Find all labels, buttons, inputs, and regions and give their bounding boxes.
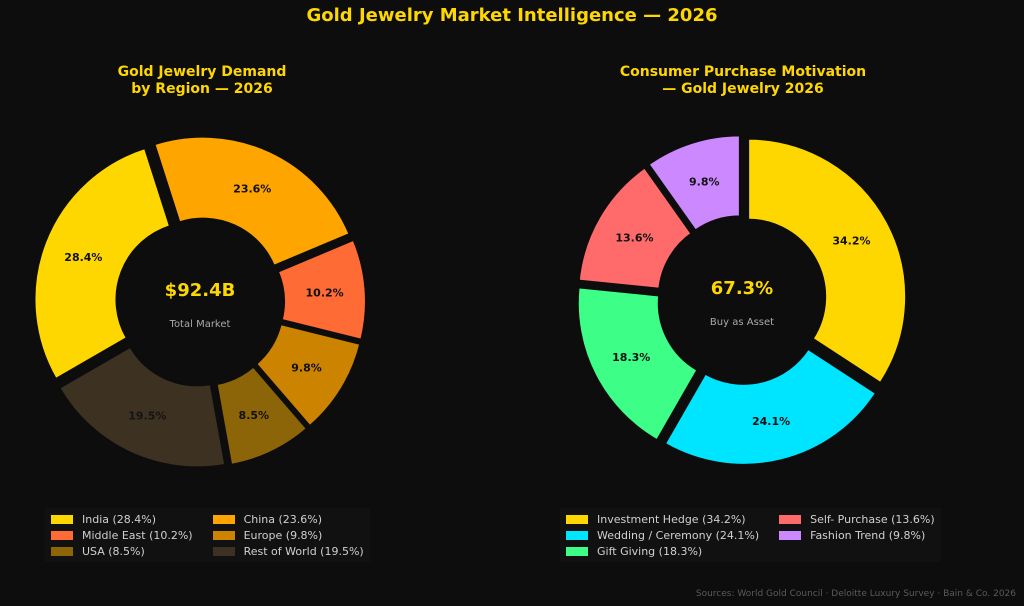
legend-swatch (212, 530, 235, 540)
legend-swatch (212, 514, 235, 524)
motivation-chart-title: Consumer Purchase Motivation — Gold Jewe… (619, 64, 867, 97)
legend-label: Middle East (10.2%) (82, 528, 193, 542)
region-legend: India (28.4%) China (23.6%) Middle East (1… (45, 508, 370, 562)
motivation-legend-item-gift-giving: Gift Giving (18.3%) (566, 543, 759, 559)
motivation-center-label: Buy as Asset (710, 317, 774, 328)
legend-swatch (566, 514, 588, 524)
motivation-slice-self-purchase (577, 166, 693, 290)
legend-swatch (566, 530, 588, 540)
legend-label: Investment Hedge (34.2%) (597, 512, 746, 526)
region-legend-item-china: China (23.6%) (212, 511, 364, 527)
legend-label: Self- Purchase (13.6%) (810, 512, 935, 526)
region-value-label: 8.5% (239, 409, 270, 422)
motivation-legend-item-wedding-ceremony: Wedding / Ceremony (24.1%) (566, 527, 759, 543)
region-legend-item-usa: USA (8.5%) (51, 543, 193, 559)
region-center-value: $92.4B (165, 280, 236, 301)
region-value-label: 28.4% (64, 251, 102, 264)
region-chart-title: Gold Jewelry Demand by Region — 2026 (117, 64, 287, 97)
motivation-slice-wedding-ceremony (663, 347, 878, 466)
region-slice-india (33, 146, 172, 381)
legend-label: Wedding / Ceremony (24.1%) (597, 528, 760, 542)
legend-swatch (51, 546, 73, 556)
motivation-slice-investment-hedge (747, 137, 908, 385)
region-value-label: 23.6% (233, 182, 271, 195)
region-legend-item-middle-east: Middle East (10.2%) (51, 527, 193, 543)
region-center-label: Total Market (169, 319, 231, 330)
legend-swatch (212, 546, 235, 556)
motivation-slice-gift-giving (576, 286, 699, 442)
legend-label: Rest of World (19.5%) (243, 544, 364, 558)
region-value-label: 10.2% (306, 286, 344, 299)
region-slice-rest-of-world (57, 345, 227, 469)
legend-label: Europe (9.8%) (243, 528, 323, 542)
legend-label: China (23.6%) (243, 512, 323, 526)
region-legend-item-rest-of-world: Rest of World (19.5%) (212, 543, 364, 559)
region-value-label: 9.8% (291, 361, 322, 374)
legend-label: USA (8.5%) (82, 544, 145, 558)
source-note: Sources: World Gold Council · Deloitte L… (695, 589, 1016, 599)
motivation-value-label: 9.8% (689, 175, 720, 188)
motivation-value-label: 34.2% (832, 235, 870, 248)
motivation-slice-fashion-trend (647, 134, 741, 232)
legend-label: Gift Giving (18.3%) (597, 544, 703, 558)
motivation-legend-item-investment-hedge: Investment Hedge (34.2%) (566, 511, 759, 527)
region-legend-item-india: India (28.4%) (51, 511, 193, 527)
legend-swatch (51, 530, 73, 540)
motivation-value-label: 18.3% (612, 351, 650, 364)
legend-swatch (779, 530, 802, 540)
legend-label: India (28.4%) (82, 512, 157, 526)
region-slice-china (153, 135, 351, 268)
main-title: Gold Jewelry Market Intelligence — 2026 (306, 5, 718, 26)
motivation-legend-item-fashion-trend: Fashion Trend (9.8%) (779, 527, 935, 543)
region-value-label: 19.5% (128, 409, 166, 422)
region-slice-middle-east (276, 238, 367, 341)
legend-swatch (51, 514, 73, 524)
motivation-value-label: 24.1% (752, 415, 790, 428)
legend-label: Fashion Trend (9.8%) (810, 528, 926, 542)
region-slice-usa (215, 365, 309, 466)
region-slice-europe (254, 322, 362, 428)
motivation-legend: Investment Hedge (34.2%) Self- Purchase (… (560, 508, 941, 562)
region-legend-item-europe: Europe (9.8%) (212, 527, 364, 543)
legend-swatch (779, 514, 802, 524)
legend-swatch (566, 546, 588, 556)
motivation-legend-item-self-purchase: Self- Purchase (13.6%) (779, 511, 935, 527)
motivation-center-value: 67.3% (711, 278, 773, 299)
motivation-value-label: 13.6% (615, 231, 653, 244)
